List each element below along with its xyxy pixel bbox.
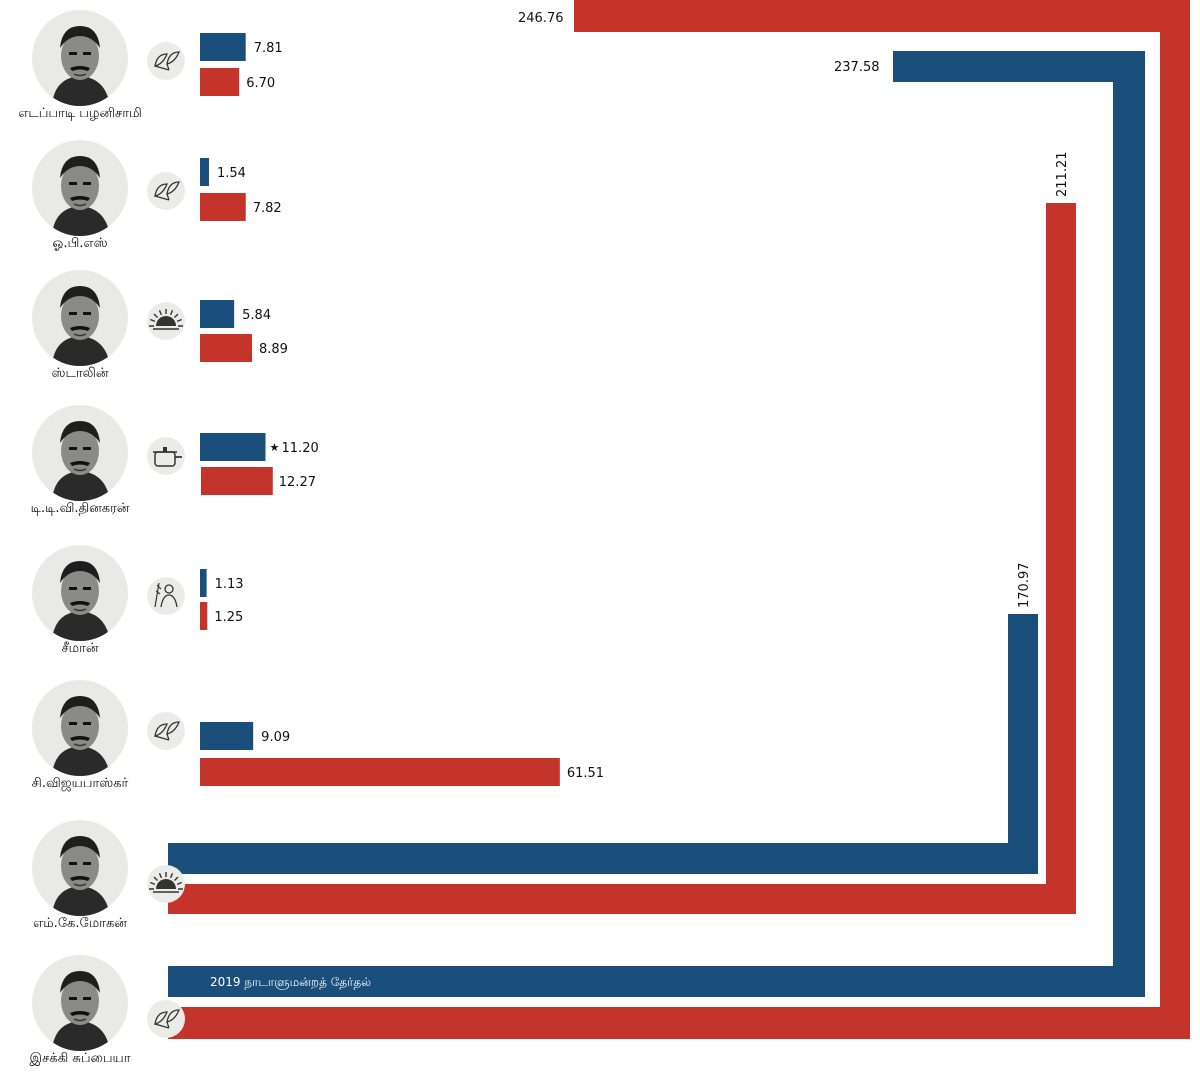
candidate-name-1: ஓ.பி.எஸ்: [52, 236, 108, 251]
rising-sun-icon: [147, 865, 185, 903]
avatar-0: [32, 10, 128, 106]
value-label-blue-4: 1.13: [215, 577, 244, 592]
bar-red-0: [200, 68, 240, 96]
avatar-2: [32, 270, 128, 366]
face-icon: [52, 286, 110, 366]
candidate-name-0: எடப்பாடி பழனிசாமி: [18, 106, 142, 121]
avatar-7: [32, 955, 128, 1051]
leaf-icon: [147, 1000, 185, 1038]
candidate-name-2: ஸ்டாலின்: [51, 366, 109, 381]
bar-red-3: [201, 467, 273, 495]
face-icon: [52, 561, 110, 641]
pressure-cooker-icon: [147, 437, 185, 475]
candidate-name-5: சி.விஜயபாஸ்கர்: [31, 776, 129, 791]
bar-blue-2: [200, 300, 235, 328]
bar-blue-1: [200, 158, 210, 186]
avatar-1: [32, 140, 128, 236]
bar-blue-5: [200, 722, 254, 750]
leaf-icon: [147, 42, 185, 80]
value-label-red-5: 61.51: [567, 766, 604, 781]
value-label-blue-7: 237.58: [834, 60, 880, 75]
value-label-red-1: 7.82: [253, 201, 282, 216]
value-label-blue-3: 11.20: [282, 441, 319, 456]
value-label-red-7: 246.76: [518, 11, 564, 26]
value-label-blue-0: 7.81: [254, 41, 283, 56]
face-icon: [52, 696, 110, 776]
annotation-label: 2019 நாடாளுமன்றத் தேர்தல்: [210, 975, 371, 990]
avatar-4: [32, 545, 128, 641]
bar-blue-3: [200, 433, 266, 461]
value-label-red-2: 8.89: [259, 342, 288, 357]
face-icon: [52, 156, 110, 236]
star-marker: ★: [270, 441, 280, 454]
bar-red-7: [168, 0, 1190, 1039]
bar-red-2: [200, 334, 253, 362]
bar-red-5: [200, 758, 560, 786]
candidate-name-7: இசக்கி சுப்பையா: [29, 1051, 131, 1066]
value-label-blue-1: 1.54: [217, 166, 246, 181]
farmer-icon: [147, 577, 185, 615]
candidate-name-6: எம்.கே.மோகன்: [33, 916, 127, 931]
value-label-red-0: 6.70: [246, 76, 275, 91]
rising-sun-icon: [147, 302, 185, 340]
value-label-blue-5: 9.09: [261, 730, 290, 745]
bar-red-1: [200, 193, 246, 221]
bar-red-6: [168, 203, 1076, 914]
value-label-red-3: 12.27: [279, 475, 316, 490]
bar-red-4: [200, 602, 208, 630]
face-icon: [52, 971, 110, 1051]
avatar-6: [32, 820, 128, 916]
bar-blue-6: [168, 614, 1038, 874]
value-label-blue-2: 5.84: [242, 308, 271, 323]
value-label-red-4: 1.25: [214, 610, 243, 625]
avatar-3: [32, 405, 128, 501]
bar-blue-4: [200, 569, 207, 597]
candidate-name-4: சீமான்: [61, 641, 99, 656]
value-label-red-6: 211.21: [1055, 152, 1070, 198]
value-label-blue-6: 170.97: [1017, 563, 1032, 609]
bar-blue-0: [200, 33, 246, 61]
leaf-icon: [147, 172, 185, 210]
face-icon: [52, 26, 110, 106]
candidate-name-3: டி.டி.வி.தினகரன்: [30, 501, 130, 516]
face-icon: [52, 836, 110, 916]
face-icon: [52, 421, 110, 501]
avatar-5: [32, 680, 128, 776]
leaf-icon: [147, 712, 185, 750]
